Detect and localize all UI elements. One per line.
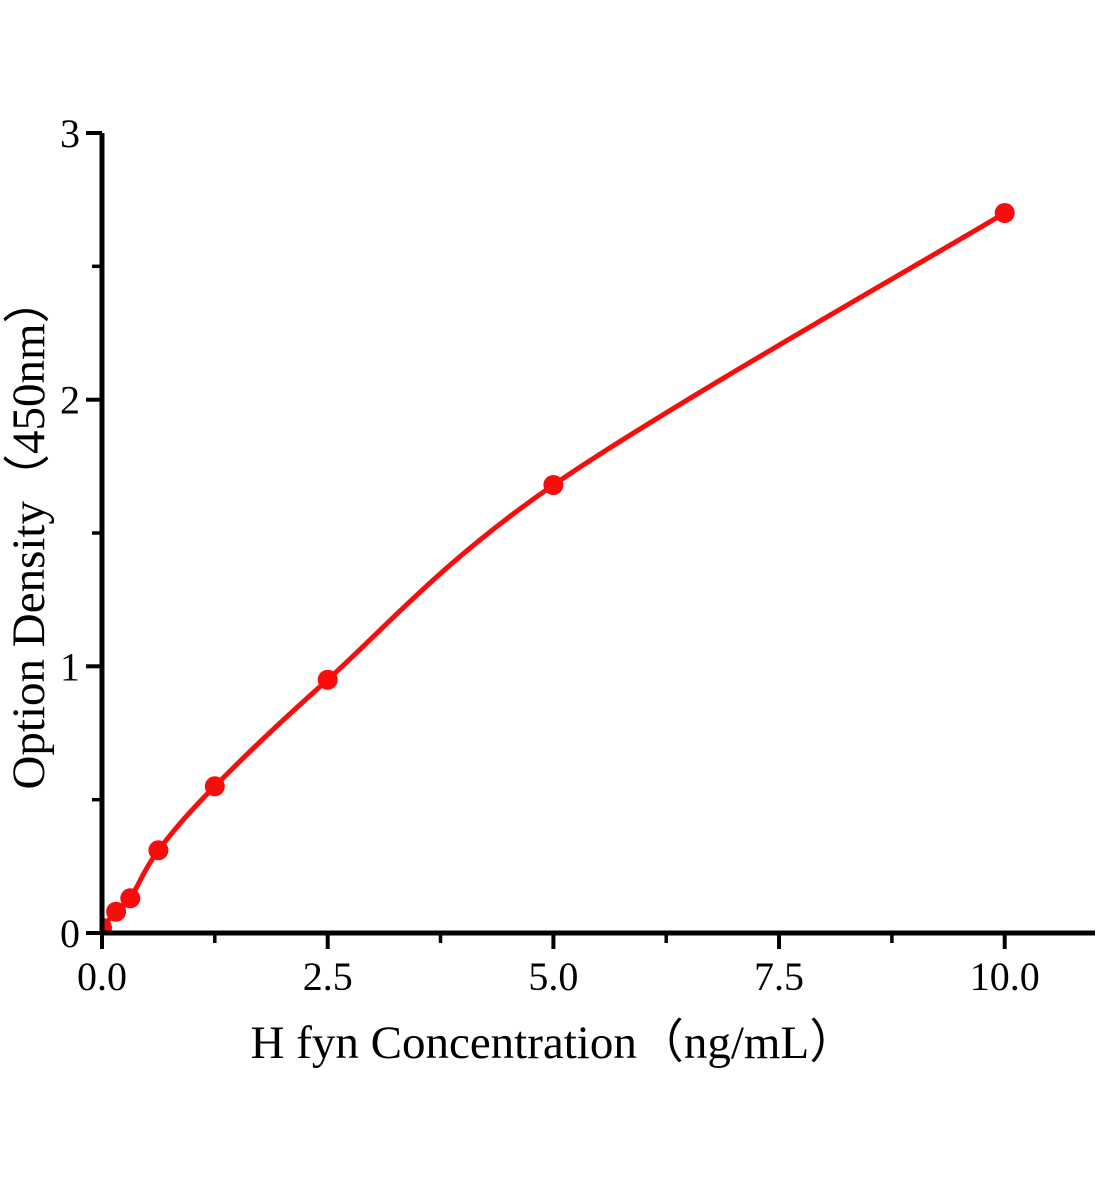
x-tick-label: 0.0 <box>77 954 127 999</box>
y-tick-label: 0 <box>60 911 80 956</box>
data-point-marker <box>148 840 169 861</box>
data-point-marker <box>317 669 338 690</box>
y-tick-label: 1 <box>60 644 80 689</box>
y-axis-title: Option Density（450nm） <box>3 276 55 789</box>
data-point-marker <box>994 203 1015 223</box>
axes <box>86 131 1095 949</box>
data-point-marker <box>543 475 564 495</box>
data-points <box>102 203 1015 933</box>
x-axis-tick-labels: 0.0 2.5 5.0 7.5 10.0 <box>77 954 1040 999</box>
y-tick-label: 3 <box>60 111 80 156</box>
y-tick-label: 2 <box>60 378 80 423</box>
data-point-marker <box>120 888 141 909</box>
data-point-marker <box>204 776 225 797</box>
y-axis-tick-labels: 0 1 2 3 <box>60 111 80 956</box>
x-axis-title: H fyn Concentration（ng/mL） <box>251 1017 857 1069</box>
data-series <box>102 203 1015 933</box>
y-axis-ticks <box>86 131 102 935</box>
x-tick-label: 5.0 <box>528 954 578 999</box>
axis-lines <box>99 133 1095 936</box>
x-tick-label: 7.5 <box>754 954 804 999</box>
x-tick-label: 10.0 <box>970 954 1040 999</box>
data-point-marker <box>106 901 127 922</box>
x-tick-label: 2.5 <box>303 954 353 999</box>
standard-curve-line <box>102 210 1006 930</box>
x-axis-ticks <box>100 933 1007 949</box>
